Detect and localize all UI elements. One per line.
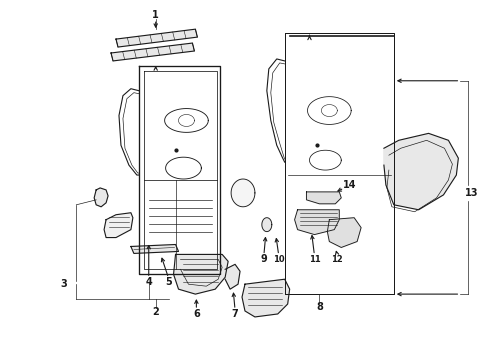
Polygon shape: [231, 179, 255, 207]
Polygon shape: [225, 264, 240, 289]
Text: 2: 2: [152, 307, 159, 317]
Polygon shape: [384, 133, 458, 210]
Text: 6: 6: [193, 309, 200, 319]
Polygon shape: [131, 244, 178, 253]
Polygon shape: [242, 279, 290, 317]
Polygon shape: [173, 255, 228, 294]
Text: 3: 3: [60, 279, 67, 289]
Polygon shape: [307, 192, 341, 204]
Text: 14: 14: [343, 180, 356, 190]
Polygon shape: [94, 188, 108, 207]
Text: 5: 5: [165, 277, 172, 287]
Text: 9: 9: [261, 255, 267, 264]
Text: 10: 10: [273, 255, 285, 264]
Text: 1: 1: [152, 10, 159, 20]
Text: 11: 11: [309, 255, 320, 264]
Polygon shape: [327, 218, 361, 247]
Polygon shape: [111, 43, 195, 61]
Polygon shape: [116, 29, 197, 47]
Text: 13: 13: [466, 188, 479, 198]
Polygon shape: [262, 218, 272, 231]
Text: 8: 8: [316, 302, 323, 312]
Text: 12: 12: [331, 255, 343, 264]
Polygon shape: [294, 210, 339, 235]
Text: 7: 7: [232, 309, 239, 319]
Polygon shape: [104, 213, 133, 238]
Text: 4: 4: [146, 277, 152, 287]
